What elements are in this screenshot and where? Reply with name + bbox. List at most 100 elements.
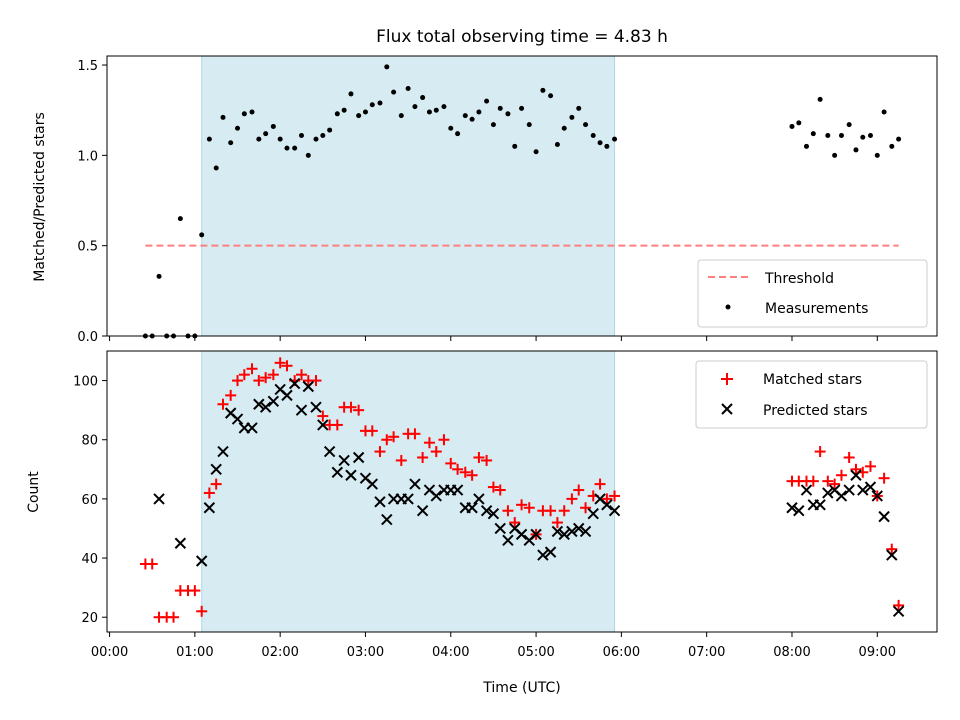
ratio-y-ticks: 0.0 0.5 1.0 1.5 <box>77 59 107 345</box>
matched-star-point <box>253 375 265 387</box>
measurement-point <box>874 152 880 158</box>
matched-star-point <box>829 478 841 490</box>
matched-star-point <box>395 454 407 466</box>
predicted-star-point <box>537 549 549 561</box>
measurement-point <box>612 136 618 142</box>
matched-star-point <box>814 446 826 458</box>
measurement-point <box>412 104 418 110</box>
predicted-star-point <box>210 463 222 476</box>
counts-y-ticks: 20 40 60 80 100 <box>73 375 107 626</box>
predicted-star-point <box>331 466 344 478</box>
counts-y-tick-label: 20 <box>81 611 98 626</box>
measurement-point <box>235 125 241 131</box>
predicted-star-point <box>793 505 805 517</box>
measurement-point <box>420 95 426 101</box>
x-tick-label: 00:00 <box>91 645 128 660</box>
counts-y-tick-label: 80 <box>81 434 98 449</box>
predicted-star-point <box>381 513 393 526</box>
predicted-star-point <box>886 549 898 561</box>
measurement-point <box>327 127 333 133</box>
matched-star-point <box>317 410 329 422</box>
counts-y-tick-label: 60 <box>81 493 98 508</box>
measurement-point <box>292 145 298 151</box>
measurement-point <box>825 132 831 138</box>
predicted-star-point <box>544 546 557 558</box>
measurement-point <box>177 216 183 222</box>
measurement-point <box>213 165 219 171</box>
matched-star-point <box>281 360 293 372</box>
ratio-legend-box <box>697 259 928 328</box>
predicted-star-point <box>430 490 442 502</box>
legend-measurements-swatch <box>725 304 731 310</box>
measurement-point <box>796 120 802 126</box>
x-tick-label: 05:00 <box>517 645 554 660</box>
matched-star-point <box>481 454 493 466</box>
matched-star-point <box>601 493 613 505</box>
ratio-x-ticks <box>109 336 878 341</box>
predicted-star-point <box>814 499 826 511</box>
measurement-point <box>356 113 362 119</box>
matched-star-point <box>374 446 386 458</box>
predicted-star-point <box>857 484 869 496</box>
matched-star-point <box>516 499 528 511</box>
matched-star-point <box>353 404 365 416</box>
measurement-point <box>462 113 468 119</box>
predicted-star-point <box>878 510 890 523</box>
matched-star-point <box>609 490 621 502</box>
matched-star-point <box>509 517 521 529</box>
matched-star-point <box>893 599 905 611</box>
measurement-point <box>298 132 304 138</box>
predicted-star-point <box>579 525 592 538</box>
x-tick-label: 07:00 <box>688 645 725 660</box>
legend-measurements-label: Measurements <box>765 301 868 317</box>
predicted-star-point <box>473 493 485 505</box>
predicted-star-point <box>345 469 357 481</box>
measurement-point <box>484 98 490 104</box>
legend-matched-swatch <box>721 373 733 385</box>
counts-observing-window <box>201 350 616 633</box>
matched-star-point <box>843 451 855 463</box>
ratio-y-tick-label: 0.5 <box>77 240 98 255</box>
measurement-point <box>832 152 838 158</box>
measurement-point <box>241 111 247 117</box>
predicted-star-point <box>259 401 272 413</box>
measurement-point <box>569 114 575 120</box>
counts-matched-points <box>139 357 905 623</box>
predicted-star-point <box>231 413 244 425</box>
predicted-star-point <box>502 534 514 547</box>
predicted-star-point <box>850 469 862 481</box>
predicted-star-point <box>835 490 848 502</box>
ratio-observing-window <box>201 55 616 337</box>
matched-star-point <box>473 451 485 463</box>
measurement-point <box>455 131 461 137</box>
matched-star-point <box>196 605 208 617</box>
measurement-point <box>576 105 582 111</box>
predicted-star-point <box>494 522 506 535</box>
matched-star-point <box>594 478 606 490</box>
counts-x-ticks: 00:00 01:00 02:00 03:00 04:00 05:00 06:00 07:00… <box>91 632 896 660</box>
measurement-point <box>156 273 162 279</box>
predicted-star-point <box>174 537 187 549</box>
matched-star-point <box>822 475 834 487</box>
matched-star-point <box>494 484 506 496</box>
measurement-point <box>433 107 439 113</box>
measurement-point <box>320 132 326 138</box>
predicted-star-point <box>317 419 329 431</box>
matched-star-point <box>246 363 258 375</box>
counts-axes-frame <box>106 350 938 633</box>
measurement-point <box>384 64 390 70</box>
predicted-star-point <box>892 605 905 618</box>
measurement-point <box>548 93 554 99</box>
predicted-star-point <box>267 395 280 407</box>
measurement-point <box>817 96 823 102</box>
predicted-star-point <box>864 481 877 493</box>
legend-matched-label: Matched stars <box>763 372 862 388</box>
x-tick-label: 03:00 <box>347 645 384 660</box>
measurement-point <box>867 132 873 138</box>
matched-star-point <box>573 484 585 496</box>
matched-star-point <box>331 419 343 431</box>
measurement-point <box>881 109 887 115</box>
predicted-star-point <box>566 525 578 538</box>
predicted-star-point <box>153 493 165 505</box>
measurement-point <box>441 104 447 110</box>
